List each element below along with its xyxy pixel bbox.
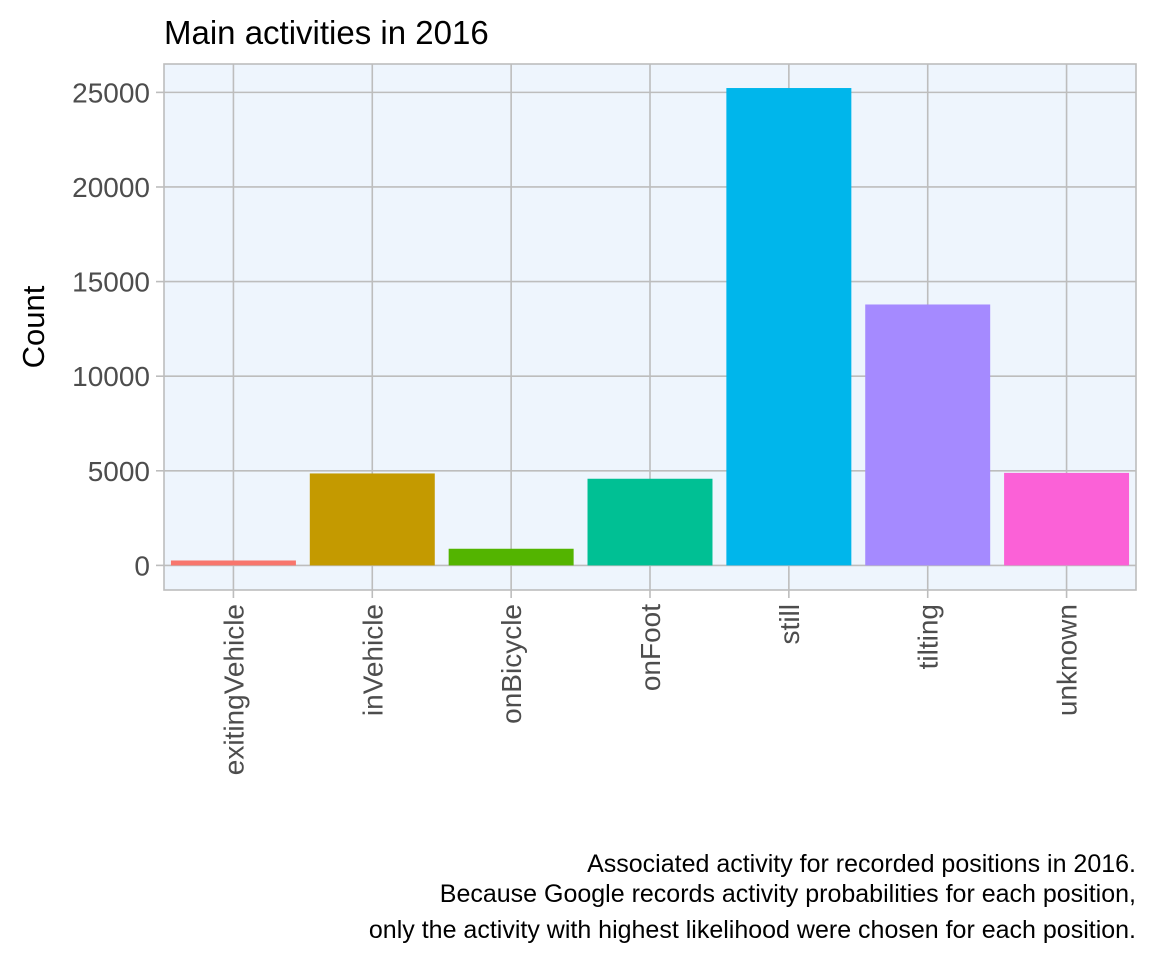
bar-onBicycle — [448, 548, 574, 566]
chart-caption: Associated activity for recorded positio… — [369, 850, 1136, 944]
y-tick-label: 25000 — [72, 77, 150, 108]
bar-unknown — [1004, 472, 1130, 566]
x-tick-label: unknown — [1052, 604, 1083, 716]
bars — [170, 88, 1130, 566]
y-axis-label: Count — [16, 285, 51, 368]
x-tick-label: tilting — [913, 604, 944, 669]
y-axis-ticks: 0 5000 10000 15000 20000 25000 — [72, 77, 164, 581]
caption-line: only the activity with highest likelihoo… — [369, 916, 1136, 944]
x-tick-label: onBicycle — [496, 604, 527, 724]
bar-exitingVehicle — [170, 560, 296, 566]
y-tick-label: 0 — [134, 550, 150, 581]
caption-line: Because Google records activity probabil… — [440, 880, 1136, 908]
bar-onFoot — [587, 478, 713, 566]
caption-line: Associated activity for recorded positio… — [587, 850, 1136, 878]
x-tick-label: inVehicle — [357, 604, 388, 716]
y-tick-label: 15000 — [72, 267, 150, 298]
x-tick-label: still — [774, 604, 805, 644]
x-axis-ticks: exitingVehicle inVehicle onBicycle onFoot st… — [218, 590, 1083, 775]
bar-inVehicle — [309, 473, 435, 566]
bar-tilting — [865, 304, 991, 566]
y-tick-label: 5000 — [88, 456, 150, 487]
y-tick-label: 10000 — [72, 361, 150, 392]
y-tick-label: 20000 — [72, 172, 150, 203]
x-tick-label: onFoot — [635, 604, 666, 691]
chart-title: Main activities in 2016 — [164, 14, 489, 51]
x-tick-label: exitingVehicle — [218, 604, 249, 775]
bar-still — [726, 88, 852, 566]
